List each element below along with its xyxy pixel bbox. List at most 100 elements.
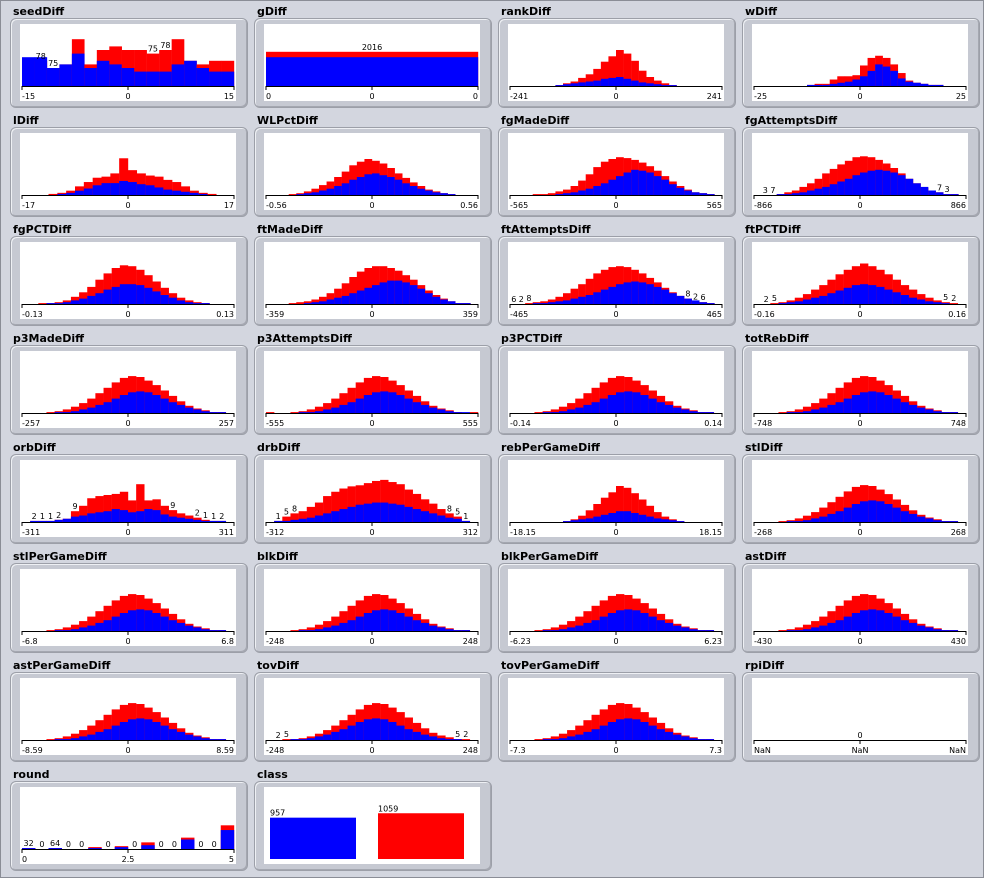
x-tick-label: -7.3 xyxy=(510,746,526,755)
histogram-bar-class_b xyxy=(66,190,76,195)
histogram-bar-class_a xyxy=(799,192,808,195)
histogram-bar-class_a xyxy=(593,80,602,86)
histogram-title: p3AttemptsDiff xyxy=(257,332,352,345)
histogram-bar-class_a xyxy=(935,84,944,86)
histogram-title: fgAttemptsDiff xyxy=(745,114,838,127)
histogram-bar-class_a xyxy=(822,186,830,195)
histogram-bar-class_a xyxy=(425,293,433,304)
histogram-bar-class_a xyxy=(432,192,441,195)
histogram-bar-class_a xyxy=(141,845,155,849)
histogram-bar-class_a xyxy=(87,513,96,522)
histogram-plot: 2016 0 0 0 xyxy=(264,24,480,101)
histogram-bar-class_a xyxy=(882,66,891,86)
histogram-bar-class_a xyxy=(75,190,85,195)
bin-count-label: 0 xyxy=(172,840,177,849)
histogram-bar-class_a xyxy=(121,68,135,86)
histogram-bar-class_b xyxy=(429,732,438,740)
histogram-bar-class_b xyxy=(550,409,560,413)
histogram-bar-class_b xyxy=(638,499,647,522)
histogram-bar-class_a xyxy=(46,303,55,304)
histogram-bar-class_a xyxy=(852,175,861,195)
histogram-bar-class_a xyxy=(607,395,617,413)
histogram-bar-class_a xyxy=(193,409,202,413)
histogram-bar-class_a xyxy=(811,627,820,631)
histogram-bar-class_a xyxy=(379,282,388,304)
histogram-plot: -257 0 257 xyxy=(20,351,236,428)
histogram-bar-class_a xyxy=(136,391,145,413)
x-tick-label: 0.56 xyxy=(460,201,478,210)
histogram-bar-class_a xyxy=(298,412,307,413)
histogram-plot: 0 NaN NaN NaN xyxy=(752,678,968,755)
histogram-bar-class_a xyxy=(159,71,172,86)
histogram-bar-class_a xyxy=(843,616,853,631)
histogram-bar-class_a xyxy=(136,511,145,522)
histogram-bar-class_b xyxy=(420,728,430,740)
x-tick-label: -311 xyxy=(22,528,40,537)
histogram-bar-class_b xyxy=(843,269,853,304)
histogram-bar-class_a xyxy=(585,188,594,195)
bin-count-label: 2 xyxy=(519,295,524,304)
bin-count-label: 1 xyxy=(48,512,53,521)
histogram-bar-class_b xyxy=(185,300,194,304)
histogram-bar-class_b xyxy=(591,605,600,631)
histogram-bar-class_b xyxy=(136,173,146,195)
histogram-bar-class_a xyxy=(868,500,877,522)
histogram-bar-class_a xyxy=(331,731,340,740)
histogram-bar-class_b xyxy=(837,76,846,86)
x-tick-label: 25 xyxy=(956,92,966,101)
histogram-bar-class_a xyxy=(347,506,356,522)
histogram-bar-class_a xyxy=(616,284,624,304)
histogram-bar-class_b xyxy=(306,409,316,413)
histogram-title: gDiff xyxy=(257,5,287,18)
histogram-bar-class_a xyxy=(640,613,649,631)
histogram-title: astPerGameDiff xyxy=(13,659,111,672)
x-tick-label: 6.23 xyxy=(704,637,722,646)
histogram-bar-class_a xyxy=(794,301,804,304)
histogram-bar-class_b xyxy=(103,495,112,522)
histogram-bar-class_a xyxy=(900,402,910,413)
histogram-bar-class_a xyxy=(311,302,320,304)
histogram-bar-class_b xyxy=(319,185,327,195)
bin-count-label: 5 xyxy=(284,730,289,739)
histogram-bar-class_b xyxy=(70,296,80,304)
histogram-bar-class_b xyxy=(103,273,112,304)
histogram-bar-class_a xyxy=(347,725,356,740)
histogram-title: wDiff xyxy=(745,5,777,18)
histogram-bar-class_b xyxy=(306,627,316,631)
histogram-bar-class_a xyxy=(314,629,324,631)
histogram-bar-class_b xyxy=(95,720,104,740)
histogram-bar-class_a xyxy=(87,295,96,304)
histogram-plot: -268 0 268 xyxy=(752,460,968,537)
histogram-bar-class_a xyxy=(201,303,210,304)
histogram-bar-class_b xyxy=(802,406,812,413)
histogram-bar-class_a xyxy=(646,83,655,86)
histogram-bar-class_b xyxy=(811,621,820,631)
histogram-plot: -18.15 0 18.15 xyxy=(508,460,724,537)
bin-count-label: 9 xyxy=(72,502,77,511)
histogram-bar-class_b xyxy=(661,516,670,522)
histogram-bar-class_a xyxy=(339,622,348,631)
histogram-bar-class_a xyxy=(168,620,178,631)
histogram-bar-class_a xyxy=(802,520,812,522)
histogram-bar-class_a xyxy=(453,739,462,740)
histogram-bar-class_a xyxy=(209,630,218,631)
histogram-bar-class_a xyxy=(860,501,869,522)
histogram-bar-class_a xyxy=(689,629,698,631)
histogram-bar-class_a xyxy=(935,192,944,195)
histogram-bar-class_a xyxy=(632,392,641,413)
histogram-bar-class_a xyxy=(445,411,454,413)
bin-count-label: 1 xyxy=(463,512,468,521)
histogram-bar-class_b xyxy=(600,497,609,522)
histogram-bar-class_a xyxy=(697,412,706,413)
histogram-bar-class_b xyxy=(583,720,592,740)
histogram-bar-class_a xyxy=(949,412,959,413)
histogram-bar-class_a xyxy=(875,169,883,195)
histogram-bar-class_a xyxy=(925,301,934,304)
histogram-bar-class_a xyxy=(372,502,381,522)
histogram-bar-class_b xyxy=(600,269,609,304)
histogram-bar-class_b xyxy=(363,483,373,522)
histogram-bar-class_a xyxy=(331,511,340,522)
histogram-title: rankDiff xyxy=(501,5,551,18)
histogram-bar-class_a xyxy=(819,516,828,522)
histogram-bar-class_a xyxy=(691,300,700,304)
